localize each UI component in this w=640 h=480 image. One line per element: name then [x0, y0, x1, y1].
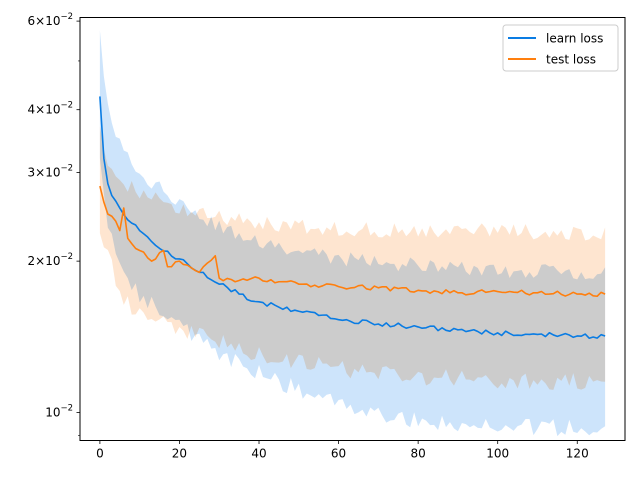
confidence-bands	[99, 30, 606, 437]
series-lines	[99, 96, 606, 340]
legend-label: learn loss	[546, 32, 603, 46]
x-tick-label: 80	[410, 447, 425, 461]
x-tick-label: 60	[331, 447, 346, 461]
band-test-loss	[99, 126, 606, 390]
y-tick-label: 6×10−2	[28, 12, 74, 28]
legend: learn loss test loss	[502, 24, 619, 72]
x-tick-label: 20	[172, 447, 187, 461]
x-tick-label: 0	[96, 447, 104, 461]
y-tick-label: 4×10−2	[28, 101, 74, 117]
series-line-learn-loss	[99, 96, 606, 340]
x-tick-label: 100	[486, 447, 509, 461]
x-axis: 0 20 40 60 80 100 120	[96, 440, 589, 461]
x-tick-label: 40	[251, 447, 266, 461]
series-line-test-loss	[99, 185, 606, 298]
legend-label: test loss	[546, 53, 596, 67]
y-tick-label: 2×10−2	[28, 252, 74, 268]
y-tick-label: 10−2	[45, 404, 73, 420]
plot-frame	[79, 17, 626, 441]
y-axis: 10−2 2×10−2 3×10−2 4×10−2 6×10−2	[28, 12, 80, 436]
x-tick-label: 120	[566, 447, 589, 461]
y-tick-label: 3×10−2	[28, 164, 74, 180]
